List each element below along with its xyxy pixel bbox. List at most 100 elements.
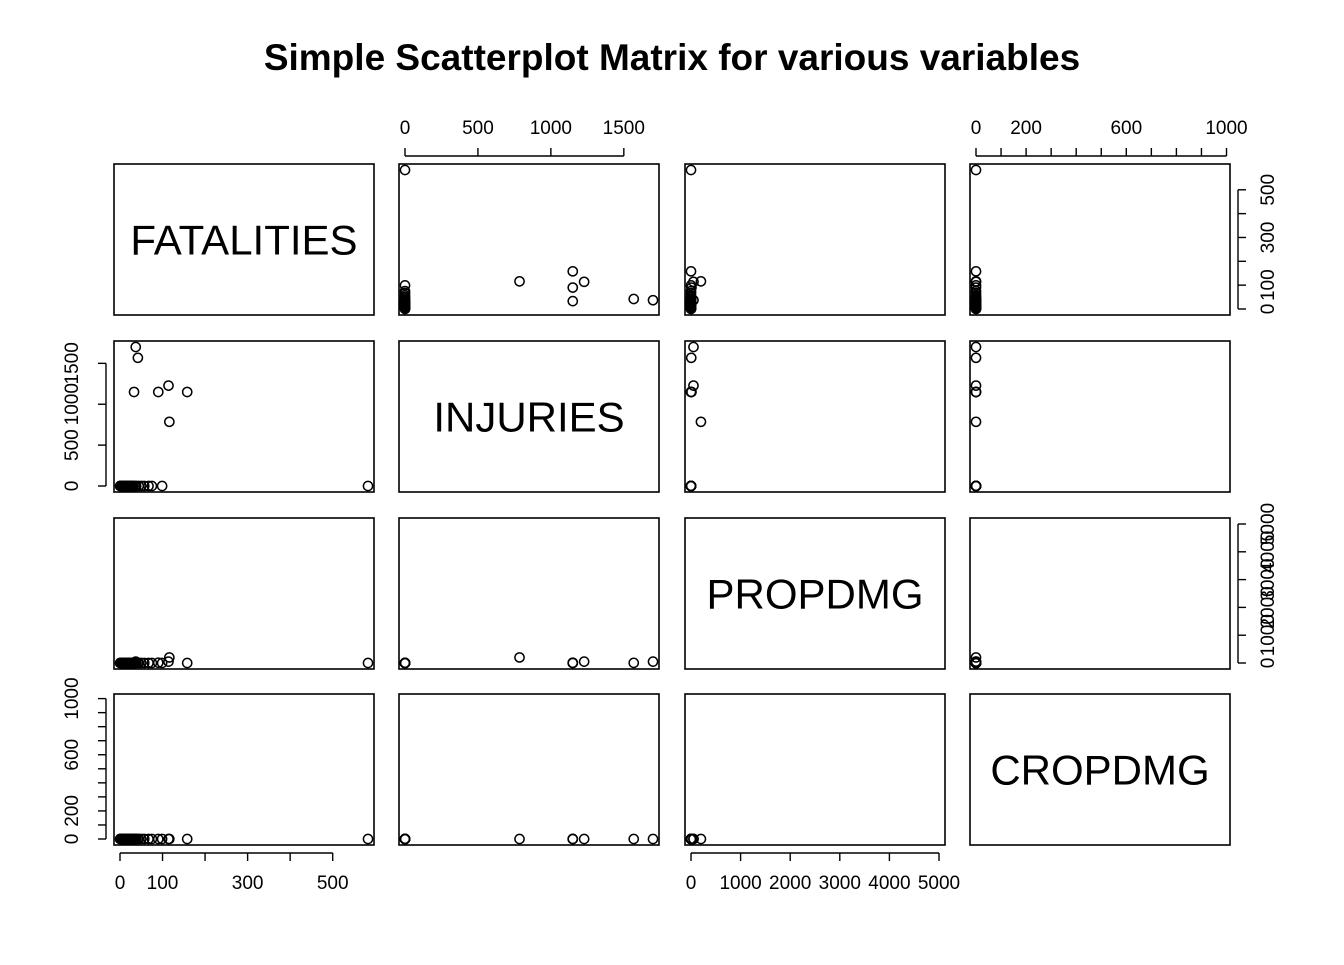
tick-label: 5000 — [918, 873, 960, 894]
tick-label: 1500 — [62, 342, 83, 384]
panel-frame — [113, 340, 375, 493]
data-point — [688, 341, 699, 353]
panel-frame — [398, 163, 660, 316]
data-point — [685, 265, 697, 277]
panels-group: FATALITIES INJURIES PROPDMG CROPDMG 0 100 300 5… — [62, 118, 1279, 894]
panel-frame — [684, 163, 946, 316]
right-axis-fatalities: 0 100 300 500 — [1237, 174, 1279, 315]
tick-label: 0 — [686, 873, 697, 894]
panel-frame — [113, 163, 375, 316]
data-point — [514, 275, 525, 287]
data-point — [114, 833, 126, 845]
data-point — [567, 833, 579, 845]
tick-label: 0 — [62, 481, 83, 492]
panel-fatalities-vs-injuries — [398, 163, 660, 316]
data-point — [970, 480, 982, 492]
data-point — [970, 652, 982, 663]
bottom-axis-fatalities: 0 100 300 500 — [115, 852, 349, 894]
panel-injuries-vs-fatalities — [113, 340, 375, 493]
top-axis-cropdmg: 0 200 600 1000 — [971, 118, 1248, 157]
data-point — [970, 164, 982, 176]
panel-frame — [969, 163, 1231, 316]
panel-frame — [113, 517, 375, 670]
data-point — [567, 265, 579, 277]
data-point — [685, 833, 697, 845]
data-point — [399, 164, 411, 176]
data-point — [685, 386, 697, 398]
data-point — [647, 294, 659, 306]
data-point — [970, 416, 982, 428]
panel-frame — [969, 517, 1231, 670]
panel-propdmg-vs-cropdmg — [969, 517, 1231, 670]
data-point — [399, 833, 411, 845]
panel-propdmg-vs-fatalities — [113, 517, 375, 670]
data-point — [152, 386, 164, 398]
data-point — [146, 480, 158, 492]
tick-label: 500 — [62, 429, 83, 461]
panel-frame — [398, 693, 660, 846]
tick-label: 500 — [317, 873, 349, 894]
tick-label: 0 — [115, 873, 126, 894]
data-point — [114, 480, 126, 492]
diagonal-label-injuries: INJURIES — [433, 394, 624, 441]
tick-label: 2000 — [769, 873, 811, 894]
data-point — [685, 303, 697, 315]
data-point — [362, 480, 374, 492]
tick-label: 4000 — [868, 873, 910, 894]
diagonal-label-fatalities: FATALITIES — [130, 217, 357, 264]
tick-label: 300 — [1258, 222, 1279, 254]
data-point — [970, 303, 982, 315]
tick-label: 200 — [1010, 118, 1042, 139]
tick-label: 3000 — [819, 873, 861, 894]
tick-label: 600 — [1110, 118, 1142, 139]
data-point — [578, 656, 590, 667]
tick-label: 300 — [232, 873, 264, 894]
data-point — [567, 282, 579, 293]
data-point — [156, 657, 168, 669]
data-point — [970, 341, 982, 353]
data-point — [695, 275, 707, 287]
data-point — [399, 303, 411, 315]
chart-title: Simple Scatterplot Matrix for various va… — [264, 37, 1080, 78]
tick-label: 1000 — [62, 677, 83, 719]
tick-label: 0 — [971, 118, 982, 139]
top-axis-injuries: 0 500 1000 1500 — [400, 118, 645, 157]
tick-label: 0 — [400, 118, 411, 139]
data-point — [163, 656, 174, 667]
data-point — [146, 657, 158, 669]
tick-label: 500 — [462, 118, 494, 139]
data-point — [362, 833, 374, 845]
data-point — [399, 657, 411, 669]
data-point — [685, 480, 697, 492]
tick-label: 1500 — [603, 118, 645, 139]
panel-frame — [398, 340, 660, 493]
data-point — [628, 833, 640, 845]
data-point — [163, 416, 175, 428]
diagonal-label-cropdmg: CROPDMG — [990, 747, 1209, 794]
data-point — [970, 352, 982, 364]
data-point — [130, 341, 142, 353]
tick-label: 0 — [1258, 304, 1279, 315]
data-point — [688, 380, 699, 391]
panel-propdmg-vs-injuries — [398, 517, 660, 670]
tick-label: 100 — [147, 873, 179, 894]
data-point — [163, 652, 175, 663]
panel-frame — [969, 693, 1231, 846]
tick-label: 2000 — [1258, 586, 1279, 628]
tick-label: 0 — [62, 834, 83, 845]
panel-frame — [398, 517, 660, 670]
data-point — [628, 293, 640, 305]
bottom-axis-propdmg: 0 1000 2000 3000 4000 5000 — [686, 852, 960, 894]
data-point — [628, 657, 640, 669]
panel-cropdmg-vs-propdmg — [684, 693, 946, 846]
data-point — [146, 833, 158, 845]
data-point — [578, 833, 590, 845]
data-point — [181, 386, 193, 398]
tick-label: 600 — [62, 739, 83, 771]
tick-label: 1000 — [1205, 118, 1247, 139]
tick-label: 1000 — [62, 383, 83, 425]
panel-injuries-vs-injuries: INJURIES — [398, 340, 660, 493]
